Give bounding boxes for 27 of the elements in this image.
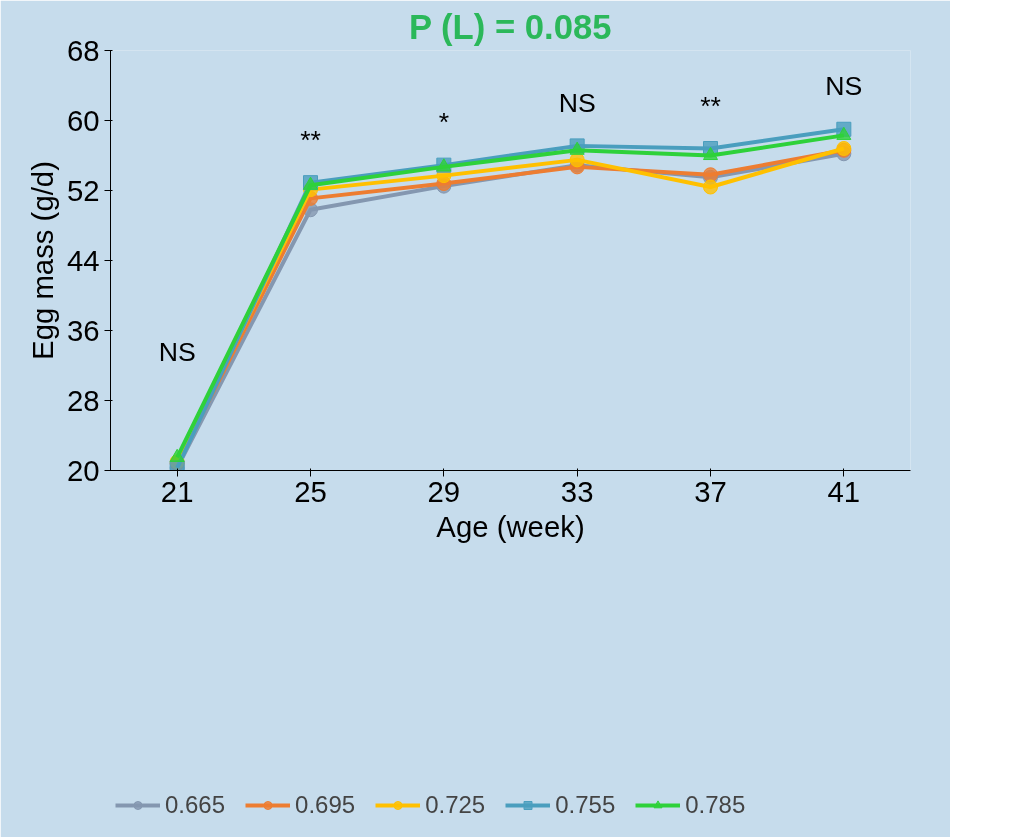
chart-title: P (L) = 0.085 [408,7,612,46]
legend-label: 0.695 [295,791,356,819]
y-tick-label: 52 [66,173,100,207]
legend-label: 0.665 [165,791,226,819]
legend-label: 0.785 [685,791,746,819]
legend-label: 0.725 [425,791,486,819]
annotation: NS [558,87,596,118]
y-tick-label: 60 [66,103,100,137]
x-tick-label: 41 [827,474,861,508]
y-tick-label: 36 [66,313,100,347]
x-tick-label: 25 [294,474,327,508]
x-tick-label: 37 [694,474,727,508]
annotation: NS [158,337,196,368]
x-tick-label: 21 [160,474,194,508]
annotation: NS [825,71,863,102]
x-axis-title: Age (week) [436,509,585,543]
annotation: ** [700,90,721,121]
y-tick-label: 20 [66,453,100,487]
annotation: * [438,107,450,138]
y-tick-label: 44 [66,243,100,277]
y-tick-label: 28 [66,383,100,417]
legend-label: 0.755 [555,791,616,819]
y-tick-label: 68 [66,33,100,67]
annotation: ** [300,124,321,155]
x-tick-label: 33 [560,474,594,508]
y-axis-title: Egg mass (g/d) [25,161,59,360]
x-tick-label: 29 [427,474,461,508]
